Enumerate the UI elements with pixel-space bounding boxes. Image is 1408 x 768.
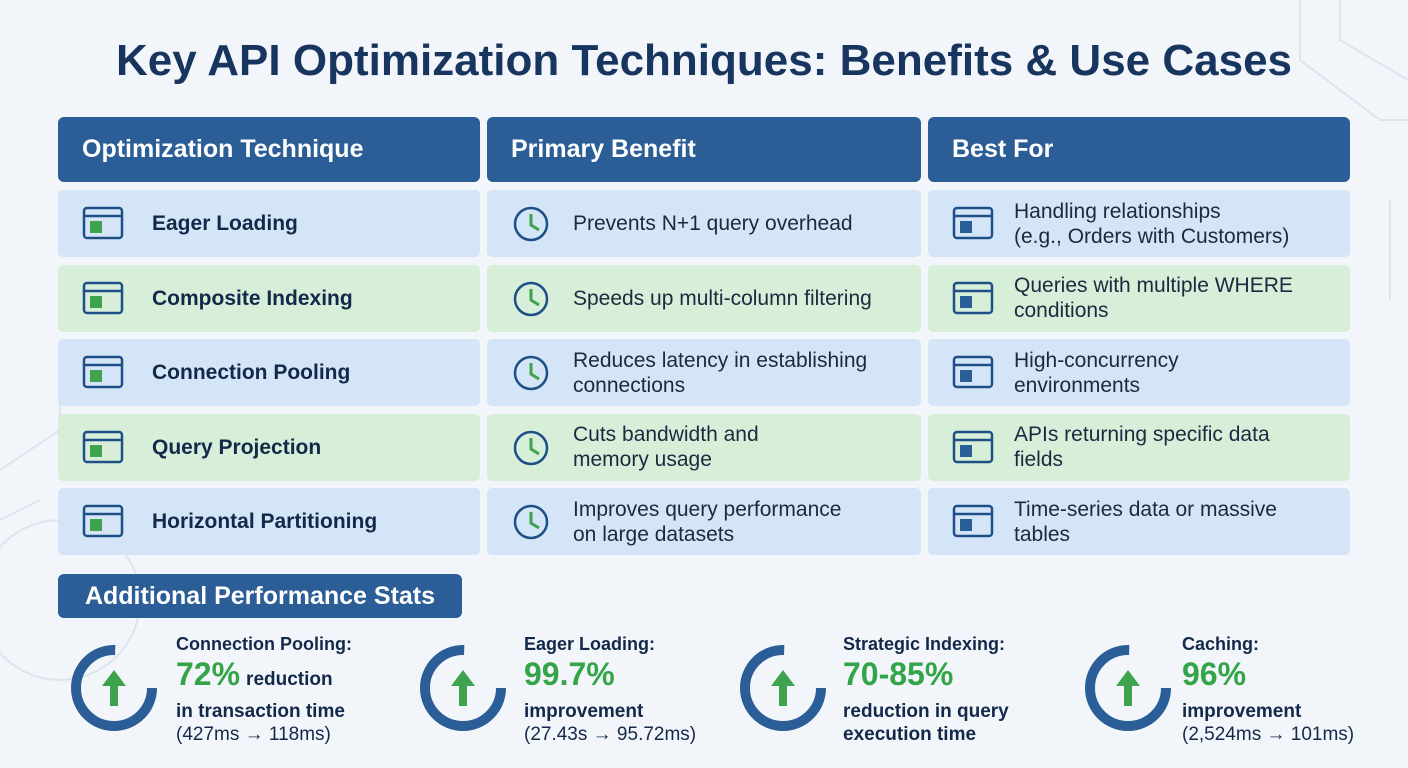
stat-value: 72% [176,656,241,692]
text-line: Handling relationships [1014,199,1221,223]
stat-detail: (2,524ms → 101ms) [1182,724,1355,745]
technique: Connection Pooling [152,361,351,384]
stat-value-line: 99.7% [524,655,744,700]
text-line: Prevents N+1 query overhead [573,212,853,235]
stat: Caching: 96% improvement (2,524ms → 101ms) [1182,634,1402,746]
stat-detail: (427ms → 118ms) [176,724,331,745]
icon [952,206,994,240]
benefit-cell: Reduces latency in establishing connectio… [487,339,921,406]
technique: Query Projection [152,435,322,459]
technique-cell: Composite Indexing [58,264,480,332]
best-for-cell: Queries with multiple WHERE conditions [928,264,1350,332]
stats-title: Additional Performance Stats [58,574,462,618]
stat-label: Caching: [1182,634,1260,654]
stat: Strategic Indexing: 70-85% reduction in qu… [843,634,1063,746]
stat-text: improvement [1182,701,1302,722]
cell-text: Time-series data or massive tables [1014,497,1277,547]
icon [952,281,994,314]
text-line: environments [1014,373,1141,397]
stat-text: improvement [524,701,644,722]
cell-text: APIs returning specific data fields [1014,422,1270,472]
stat: Eager Loading: 99.7% improvement (27.43s → … [524,634,744,746]
stat-label: Strategic Indexing: [843,634,1006,654]
stat-text: execution time [843,724,977,745]
text-line: fields [1014,448,1064,471]
icon [952,355,994,389]
stat-value: 96% [1182,656,1247,692]
icon [82,504,124,538]
text-line: Time-series data or massive [1014,497,1277,521]
cell-text: High-concurrency environments [1014,348,1179,398]
text-line: connections [573,373,686,397]
stat-icon [71,645,157,731]
icon [952,504,994,538]
benefit-cell: Cuts bandwidth and memory usage [487,413,921,481]
stat-value-line: 96% [1182,655,1402,700]
stat-label: Eager Loading: [524,634,656,654]
best-for-cell: Time-series data or massive tables [928,488,1350,555]
best-for-cell: High-concurrency environments [928,339,1350,406]
technique-cell: Eager Loading [58,190,480,257]
benefit-cell: Prevents N+1 query overhead [487,190,921,257]
cell-text: Reduces latency in establishing connectio… [573,348,867,398]
column-header: Best For [928,117,1350,182]
cell-text: Prevents N+1 query overhead [573,211,853,236]
text-line: memory usage [573,448,712,471]
icon [513,504,549,540]
title: Key API Optimization Techniques: Benefit… [115,36,1293,85]
stat-label: Connection Pooling: [176,634,352,654]
column-header: Optimization Technique [58,117,480,182]
text-line: on large datasets [573,522,735,546]
technique: Composite Indexing [152,286,353,310]
text-line: (e.g., Orders with Customers) [1014,224,1290,248]
icon [513,355,549,391]
cell-text: Queries with multiple WHERE conditions [1014,273,1293,323]
icon [82,430,124,463]
technique-cell: Query Projection [58,413,480,481]
best-for-cell: Handling relationships (e.g., Orders with… [928,190,1350,257]
stat-icon [420,645,506,731]
text-line: Improves query performance [573,497,842,521]
icon [82,355,124,389]
technique: Eager Loading [152,212,298,235]
stat-icon [1085,645,1171,731]
text-line: APIs returning specific data [1014,423,1270,446]
text-line: Cuts bandwidth and [573,423,759,446]
stat-icon [740,645,826,731]
text-line: tables [1014,522,1071,546]
icon [513,430,549,465]
cell-text: Handling relationships (e.g., Orders with… [1014,199,1289,249]
cell-text: Speeds up multi-column filtering [573,286,872,311]
technique-cell: Horizontal Partitioning [58,488,480,555]
stat-suffix: reduction [246,669,333,690]
icon [82,206,124,240]
best-for-cell: APIs returning specific data fields [928,413,1350,481]
icon [952,430,994,463]
text-line: conditions [1014,299,1109,322]
cell-text: Cuts bandwidth and memory usage [573,422,759,472]
stat-value-line: 70-85% [843,655,1063,700]
technique-cell: Connection Pooling [58,339,480,406]
cell-text: Improves query performance on large datas… [573,497,841,547]
icon [513,281,549,316]
stat-detail: (27.43s → 95.72ms) [524,724,697,745]
text-line: High-concurrency [1014,348,1179,372]
text-line: Queries with multiple WHERE [1014,274,1293,297]
technique: Horizontal Partitioning [152,510,378,533]
column-header: Primary Benefit [487,117,921,182]
stat-value: 99.7% [524,656,615,692]
stat: Connection Pooling: 72% reduction in transa… [176,634,396,746]
stat-value-line: 72% reduction [176,655,396,700]
icon [82,281,124,314]
text-line: Reduces latency in establishing [573,348,868,372]
stat-text: in transaction time [176,701,345,722]
text-line: Speeds up multi-column filtering [573,286,872,310]
benefit-cell: Improves query performance on large datas… [487,488,921,555]
stat-value: 70-85% [843,656,954,692]
benefit-cell: Speeds up multi-column filtering [487,264,921,332]
stat-text: reduction in query [843,701,1009,722]
icon [513,206,549,242]
